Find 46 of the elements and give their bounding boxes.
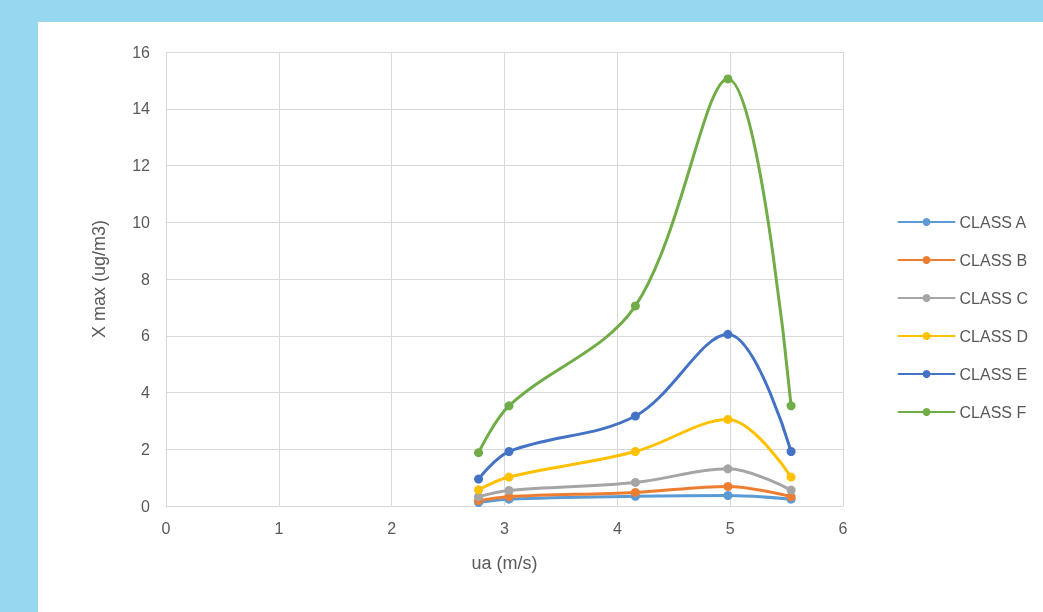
- point: [630, 477, 640, 487]
- x-tick-label: 2: [387, 519, 397, 537]
- y-tick-label: 8: [141, 270, 151, 288]
- point: [723, 491, 733, 500]
- point: [504, 447, 514, 457]
- y-tick-label: 12: [132, 157, 151, 174]
- point: [504, 472, 514, 482]
- y-tick-label: 4: [141, 384, 151, 401]
- x-tick-label: 6: [838, 519, 848, 537]
- point: [504, 401, 514, 411]
- x-tick-label: 1: [274, 519, 284, 537]
- y-tick-label: 10: [132, 213, 151, 231]
- y-tick-label: 16: [132, 43, 151, 61]
- x-tick-label: 3: [500, 519, 510, 537]
- point: [723, 464, 733, 474]
- x-axis-title: ua (m/s): [471, 553, 538, 573]
- point: [474, 448, 484, 458]
- y-tick-label: 0: [141, 497, 151, 515]
- point: [504, 485, 514, 495]
- legend-label: CLASS A: [959, 213, 1027, 231]
- legend-label: CLASS E: [959, 365, 1028, 383]
- point: [630, 411, 640, 421]
- y-tick-label: 6: [141, 327, 151, 345]
- y-axis-title: X max (ug/m3): [89, 219, 109, 339]
- point: [630, 487, 640, 497]
- point: [630, 447, 640, 457]
- point: [786, 485, 796, 495]
- point: [723, 74, 733, 84]
- legend-label: CLASS B: [959, 251, 1028, 269]
- legend-label: CLASS F: [959, 403, 1027, 421]
- x-tick-label: 4: [612, 519, 622, 537]
- x-tick-label: 0: [161, 519, 171, 537]
- legend-label: CLASS C: [959, 289, 1028, 307]
- x-tick-label: 5: [725, 519, 735, 537]
- point: [786, 401, 796, 411]
- point: [723, 329, 733, 339]
- point: [723, 481, 733, 491]
- legend-label: CLASS D: [959, 327, 1028, 345]
- y-tick-label: 2: [141, 440, 151, 458]
- point: [723, 414, 733, 424]
- point: [786, 447, 796, 457]
- point: [474, 485, 484, 495]
- point: [786, 472, 796, 482]
- point: [630, 301, 640, 311]
- y-tick-label: 14: [132, 100, 151, 118]
- point: [474, 474, 484, 484]
